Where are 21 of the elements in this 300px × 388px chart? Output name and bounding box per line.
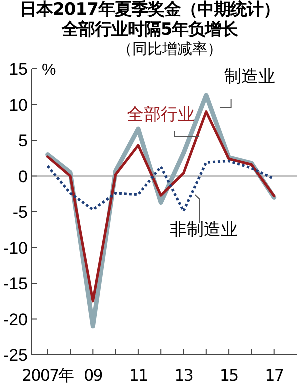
y-tick-label: -5 <box>12 203 28 222</box>
chart-subtitle: （同比增减率） <box>116 40 224 59</box>
y-tick-label: -10 <box>3 238 28 258</box>
y-tick-label: -15 <box>3 274 28 294</box>
x-tick-label: 15 <box>220 366 238 385</box>
series-label: 非制造业 <box>170 220 238 240</box>
y-tick-label: -20 <box>3 310 28 330</box>
y-tick-label: 15 <box>9 60 28 79</box>
x-tick-label: 13 <box>174 366 193 385</box>
series-label: 全部行业 <box>127 104 196 125</box>
series-label: 制造业 <box>224 66 276 87</box>
y-tick-label: -25 <box>3 346 28 365</box>
x-tick-label: 09 <box>84 366 104 385</box>
y-tick-label: 0 <box>18 167 28 186</box>
chart-title: 日本2017年夏季奖金（中期统计）全部行业时隔5年负增长 <box>19 0 281 40</box>
x-tick-label: 17 <box>265 366 284 385</box>
x-tick-label: 11 <box>129 366 148 385</box>
y-tick-label: 5 <box>18 132 28 150</box>
y-axis-title: % <box>42 62 56 79</box>
y-tick-label: 10 <box>9 96 28 115</box>
x-tick-label: 2007年 <box>22 366 75 385</box>
